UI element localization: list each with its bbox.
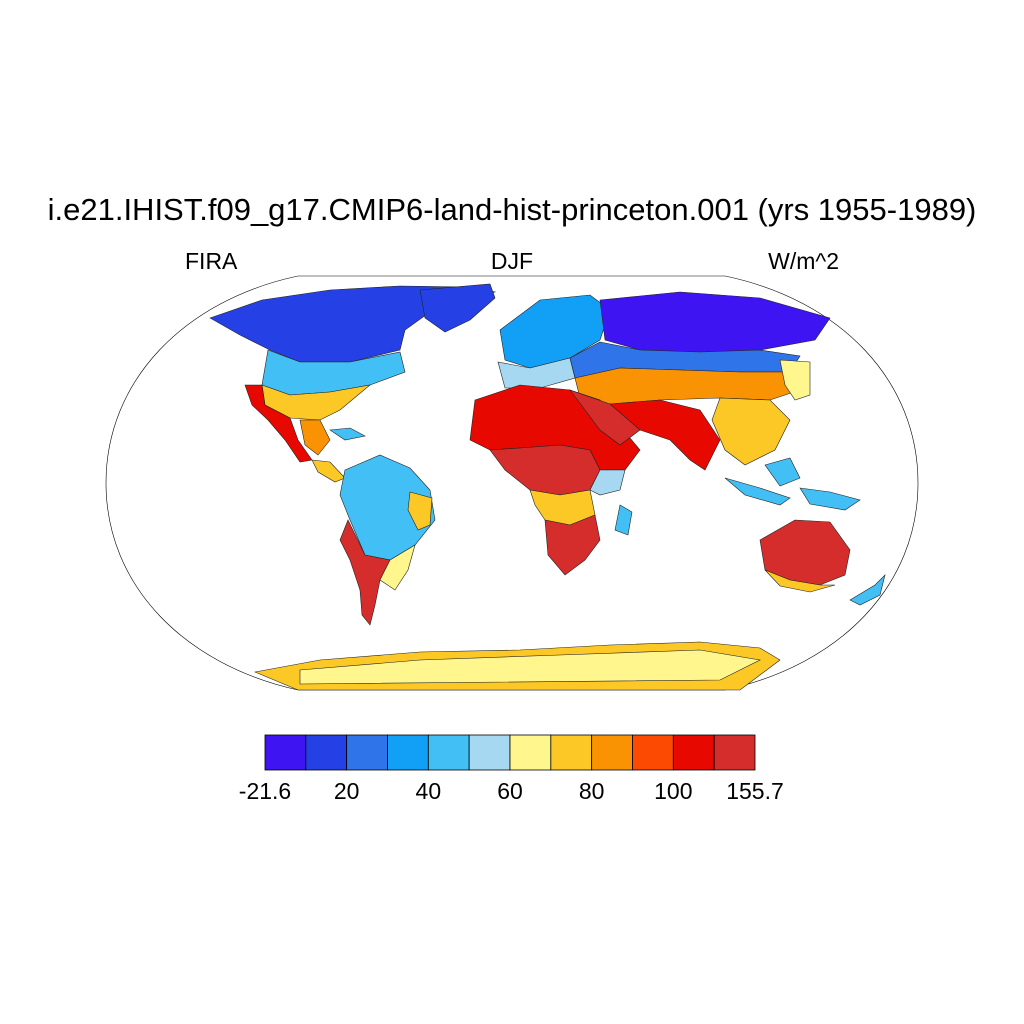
colorbar-swatch: [468, 734, 511, 771]
colorbar: [264, 734, 756, 771]
arabia: [569, 389, 641, 446]
maritime-asia: [724, 457, 861, 511]
units-label: W/m^2: [768, 248, 839, 274]
map-title: i.e21.IHIST.f09_g17.CMIP6-land-hist-prin…: [47, 192, 977, 227]
variable-label: FIRA: [185, 248, 238, 274]
colorbar-swatch: [509, 734, 552, 771]
colorbar-swatch: [591, 734, 633, 771]
greenland: [419, 283, 496, 333]
colorbar-tick-label: 20: [333, 778, 360, 804]
colorbar-tick-label: 60: [497, 778, 523, 804]
colorbar-swatch: [346, 734, 388, 771]
colorbar-tick-label: 40: [415, 778, 442, 804]
australia: [759, 519, 851, 593]
colorbar-swatch: [387, 734, 429, 771]
colorbar-tick-label: 155.7: [726, 778, 784, 804]
colorbar-tick-label: 80: [578, 778, 605, 804]
colorbar-swatch: [305, 734, 348, 771]
colorbar-swatch: [632, 734, 674, 771]
europe: [497, 294, 611, 389]
colorbar-swatch: [427, 734, 470, 771]
colorbar-swatch: [713, 734, 756, 771]
colorbar-swatch: [672, 734, 715, 771]
south-america: [339, 454, 436, 626]
antarctica: [253, 641, 781, 691]
colorbar-tick-label: -21.6: [238, 778, 292, 804]
asia: [569, 291, 831, 471]
colorbar-swatch: [550, 734, 593, 771]
season-label: DJF: [490, 248, 534, 274]
colorbar-swatch: [264, 734, 307, 771]
colorbar-tick-label: 100: [654, 778, 693, 804]
new-zealand: [849, 574, 886, 606]
